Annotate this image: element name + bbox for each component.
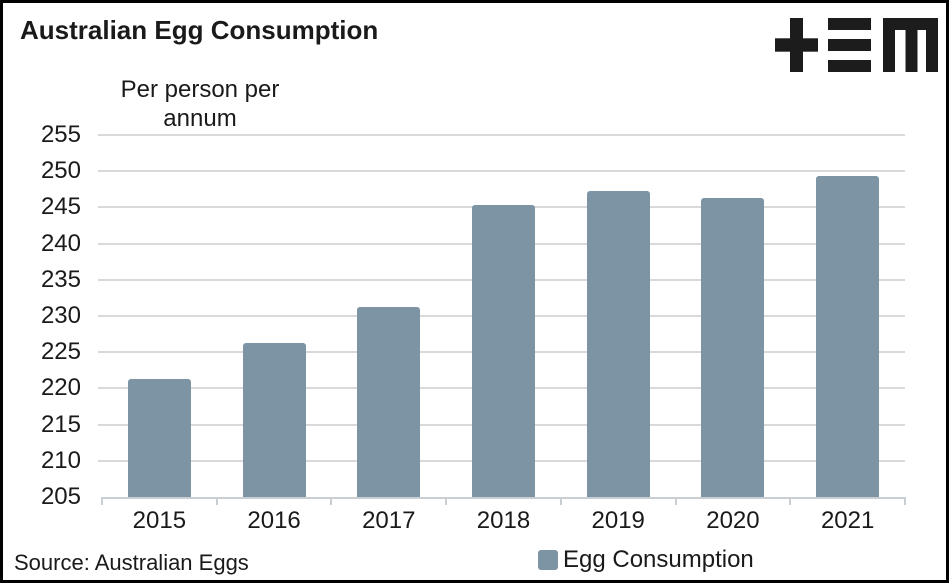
- legend-swatch: [538, 550, 558, 570]
- x-axis-tick: [789, 497, 792, 505]
- plot-area: [98, 134, 906, 505]
- x-axis-tick: [215, 497, 218, 505]
- y-tick-label-255: 255: [40, 121, 81, 148]
- source-note: Source: Australian Eggs: [14, 550, 249, 575]
- bar-2017: [357, 306, 421, 497]
- chart-title: Australian Egg Consumption: [20, 15, 379, 45]
- plus-glyph: [775, 18, 818, 72]
- x-tick-label-2017: 2017: [362, 507, 416, 534]
- x-tick-label-2020: 2020: [706, 507, 760, 534]
- y-tick-label-220: 220: [40, 374, 81, 402]
- bar-2021: [816, 176, 880, 497]
- x-tick-label-2016: 2016: [247, 507, 301, 534]
- x-axis-tick: [330, 497, 333, 505]
- x-axis-labels: 2015 2016 2017 2018 2019 2020 2021: [102, 507, 905, 535]
- y-axis-title-line1: Per person per: [120, 76, 280, 103]
- y-tick-label-235: 235: [40, 265, 81, 293]
- y-tick-label-225: 225: [40, 338, 81, 366]
- triple-bar-glyph: [828, 18, 871, 72]
- bar-2015: [127, 379, 191, 497]
- y-tick-label-240: 240: [40, 229, 81, 257]
- x-tick-label-2018: 2018: [476, 507, 531, 534]
- y-tick-label-245: 245: [40, 193, 81, 221]
- tem-logo-icon: [775, 18, 938, 72]
- x-axis-tick: [559, 497, 562, 505]
- x-axis-tick: [904, 497, 906, 505]
- bar-2016: [242, 342, 306, 497]
- legend-label: Egg Consumption: [563, 546, 754, 573]
- x-axis-tick: [445, 497, 448, 505]
- x-axis-tick: [674, 497, 677, 505]
- bar-2019: [586, 190, 650, 497]
- gridline-255: [98, 134, 905, 136]
- x-axis-tick: [101, 497, 103, 505]
- y-axis-title-line2: annum: [163, 105, 237, 132]
- gridline-250: [98, 170, 905, 173]
- bar-2020: [701, 198, 765, 497]
- y-axis-labels: 255 250 245 240 235 230 225 220 215 210 205: [17, 121, 81, 510]
- y-tick-label-250: 250: [40, 157, 81, 185]
- legend: Egg Consumption: [538, 546, 754, 574]
- x-tick-label-2019: 2019: [591, 507, 645, 534]
- y-axis-title: Per person per annum: [90, 75, 310, 133]
- y-tick-label-210: 210: [40, 446, 81, 474]
- y-tick-label-215: 215: [40, 410, 81, 438]
- bar-2018: [472, 205, 535, 497]
- x-tick-label-2021: 2021: [820, 507, 875, 534]
- y-tick-label-205: 205: [40, 483, 81, 510]
- m-glyph: [883, 18, 938, 72]
- x-tick-label-2015: 2015: [132, 507, 187, 534]
- y-tick-label-230: 230: [40, 302, 81, 329]
